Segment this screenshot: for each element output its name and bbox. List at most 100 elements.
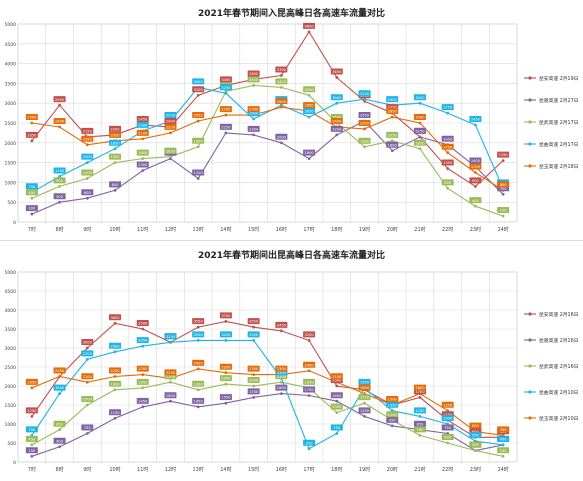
data-label: 2200 (330, 125, 343, 132)
data-label-text: 1900 (194, 382, 204, 386)
x-tick-label: 9时 (83, 226, 91, 233)
data-point (141, 373, 145, 376)
chart-1-panel: 0 500 1000 1500 2000 2500 3000 3500 4000 4500 5000… (0, 0, 583, 240)
y-tick-label: 1500 (5, 403, 17, 409)
data-point (501, 192, 505, 196)
data-point (474, 171, 477, 174)
data-label-text: 2100 (166, 375, 176, 379)
data-label: 3700 (219, 312, 232, 319)
data-label: 1600 (303, 149, 316, 156)
data-label-text: 2200 (332, 127, 342, 131)
data-label-box (219, 363, 232, 370)
data-point (30, 121, 34, 125)
data-label-box (136, 337, 149, 344)
y-tick-label: 500 (7, 441, 16, 447)
data-label-box (81, 339, 94, 345)
data-label-box (358, 407, 371, 414)
data-label-text: 1800 (415, 386, 425, 390)
data-label: 1500 (81, 396, 94, 402)
data-label-text: 750 (333, 426, 341, 430)
data-label-box (136, 320, 149, 326)
data-label: 200 (25, 205, 38, 212)
y-tick-label: 3500 (5, 81, 17, 87)
data-point (252, 133, 256, 137)
data-point (30, 454, 34, 458)
y-tick-label: 3000 (5, 101, 17, 107)
legend-entry: 昆安高速 2月19日 (539, 75, 578, 82)
data-point (307, 115, 311, 119)
data-label-text: 2100 (332, 375, 342, 379)
data-label-text: 1250 (471, 165, 481, 169)
data-label-text: 1200 (27, 409, 37, 413)
data-label-box (330, 424, 343, 431)
data-label-text: 1700 (249, 390, 259, 394)
data-label-box (192, 112, 205, 119)
data-label-text: 1150 (55, 169, 65, 173)
x-tick-label: 10时 (109, 466, 120, 473)
data-label-box (25, 447, 38, 454)
data-point (279, 85, 283, 89)
data-point (446, 441, 450, 445)
data-point (85, 403, 89, 407)
data-label-box (303, 378, 316, 385)
data-label: 150 (25, 447, 38, 454)
data-label-box (413, 407, 426, 414)
data-label-box (497, 447, 510, 454)
legend-entry: 昆武高速 2月16日 (539, 363, 578, 370)
data-point (58, 392, 61, 395)
y-tick-label: 2000 (5, 384, 17, 390)
data-label: 1300 (330, 403, 343, 410)
data-label-box (25, 189, 38, 196)
data-point (307, 394, 311, 397)
data-label: 450 (25, 435, 38, 442)
data-label: 1350 (386, 401, 399, 408)
data-label-text: 2050 (221, 377, 231, 381)
chart-separator (0, 240, 583, 241)
data-label-box (247, 125, 260, 132)
data-label-box (219, 312, 232, 319)
x-tick-label: 8时 (55, 226, 63, 233)
series-line (31, 320, 504, 438)
data-label-text: 650 (472, 430, 480, 434)
data-label-text: 2650 (305, 110, 315, 114)
legend-marker (528, 312, 532, 316)
data-label-text: 550 (472, 434, 480, 438)
data-label: 1800 (275, 384, 288, 391)
legend-marker (528, 390, 532, 394)
data-label: 3000 (413, 94, 426, 101)
data-label-text: 3650 (110, 316, 120, 320)
data-label-text: 4800 (305, 25, 315, 29)
data-point (501, 454, 505, 458)
data-label-box (358, 137, 371, 144)
data-label: 2250 (109, 367, 122, 374)
data-label-text: 500 (444, 436, 452, 440)
data-label: 600 (81, 189, 94, 196)
data-label-text: 2050 (110, 133, 120, 137)
data-label-box (469, 441, 482, 448)
data-label-box (81, 189, 94, 196)
data-label: 500 (441, 434, 454, 440)
data-point (30, 212, 34, 216)
data-label-box (25, 183, 38, 190)
data-label: 800 (497, 181, 510, 188)
legend-marker (528, 98, 532, 102)
data-label-box (81, 135, 94, 142)
data-label-box (25, 426, 38, 433)
data-label-box (53, 193, 66, 200)
y-tick-label: 1000 (5, 180, 17, 186)
data-label-text: 150 (500, 209, 508, 213)
data-label-text: 1950 (443, 137, 453, 141)
data-label: 2050 (25, 131, 38, 138)
data-label-text: 900 (472, 179, 480, 183)
data-label-box (136, 397, 149, 404)
data-label-text: 1550 (221, 396, 231, 400)
data-point (252, 373, 256, 376)
data-label-text: 2350 (360, 122, 370, 126)
data-label-box (275, 365, 288, 372)
data-label-text: 3200 (221, 333, 231, 337)
data-label-text: 700 (417, 428, 425, 432)
data-label-text: 2200 (249, 127, 259, 131)
data-point (279, 103, 283, 107)
data-point (169, 131, 172, 135)
data-label: 1200 (413, 407, 426, 414)
